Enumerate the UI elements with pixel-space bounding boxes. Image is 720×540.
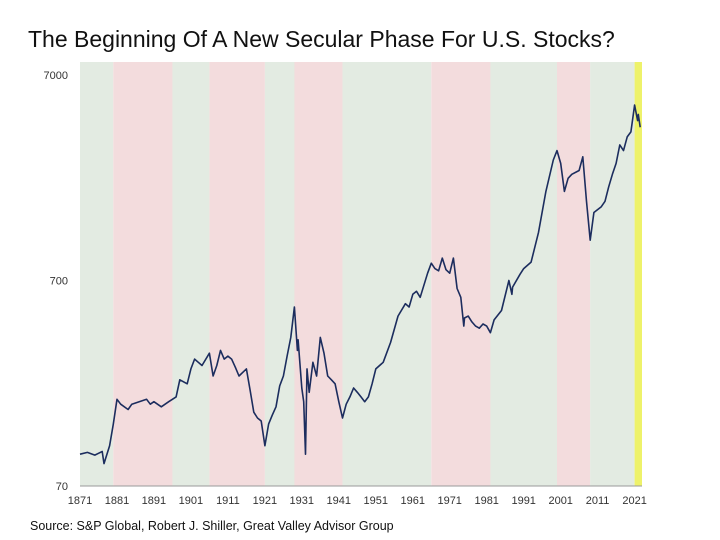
x-tick-label: 1911 — [216, 495, 240, 507]
x-tick-labels: 1871 1881 1891 1901 1911 1921 1931 1941 1951 1961… — [68, 495, 647, 507]
regime-bands — [80, 62, 642, 486]
regime-band-bear — [431, 62, 491, 486]
y-tick-label: 7000 — [44, 70, 68, 82]
regime-band-bull — [590, 62, 635, 486]
y-tick-label: 700 — [50, 276, 68, 288]
regime-band-bear — [209, 62, 265, 486]
price-series-line — [79, 104, 641, 465]
x-tick-label: 1961 — [401, 495, 425, 507]
regime-band-bull — [80, 62, 114, 486]
chart-title: The Beginning Of A New Secular Phase For… — [28, 26, 615, 52]
x-tick-label: 1991 — [511, 495, 535, 507]
x-tick-label: 1941 — [327, 495, 351, 507]
series-group — [79, 104, 641, 465]
x-tick-label: 1921 — [253, 495, 277, 507]
x-tick-label: 1881 — [105, 495, 129, 507]
regime-band-current — [634, 62, 642, 486]
x-tick-label: 1981 — [474, 495, 498, 507]
x-tick-label: 1951 — [364, 495, 388, 507]
regime-band-bull — [342, 62, 432, 486]
regime-band-bull — [172, 62, 210, 486]
source-note: Source: S&P Global, Robert J. Shiller, G… — [30, 519, 394, 533]
x-tick-label: 1971 — [437, 495, 461, 507]
y-tick-labels: 70 700 7000 — [44, 70, 68, 493]
x-tick-label: 1931 — [290, 495, 314, 507]
x-tick-label: 1901 — [179, 495, 203, 507]
y-tick-label: 70 — [56, 481, 68, 493]
regime-band-bear — [557, 62, 591, 486]
x-tick-label: 2021 — [622, 495, 646, 507]
regime-band-bear — [294, 62, 343, 486]
x-tick-label: 2011 — [586, 495, 610, 507]
regime-band-bull — [490, 62, 557, 486]
regime-band-bear — [113, 62, 173, 486]
x-tick-label: 1871 — [68, 495, 92, 507]
regime-band-bull — [264, 62, 295, 486]
x-tick-label: 1891 — [142, 495, 166, 507]
x-tick-label: 2001 — [548, 495, 572, 507]
